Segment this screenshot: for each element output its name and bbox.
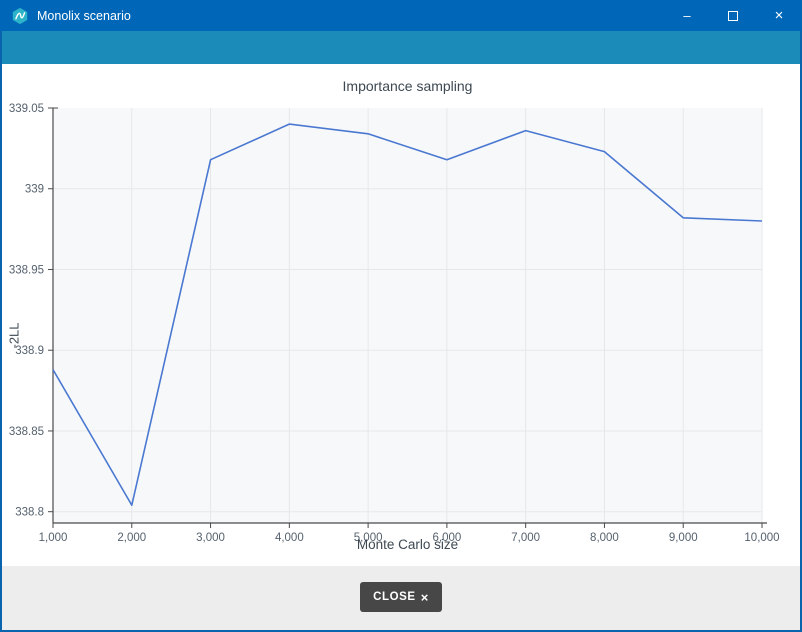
y-tick-label: 338.9 — [15, 345, 44, 357]
x-tick-label: 2,000 — [117, 532, 146, 544]
y-tick-label: 338.8 — [15, 507, 44, 519]
teal-banner — [0, 31, 802, 64]
titlebar: Monolix scenario – × — [0, 0, 802, 31]
chart-title: Importance sampling — [342, 78, 473, 94]
data-line-series — [52, 123, 763, 507]
x-tick-label: 5,000 — [354, 532, 383, 544]
y-tick-label: 338.85 — [9, 426, 44, 438]
minimize-button[interactable]: – — [664, 0, 710, 31]
line-chart[interactable]: 1,000 2,000 3,000 4,000 5,000 6,000 7,000 8,000… — [0, 64, 802, 566]
window-border-bottom — [0, 630, 802, 632]
close-x-icon: × — [420, 589, 429, 605]
x-tick-label: 3,000 — [196, 532, 225, 544]
x-tick-label: 9,000 — [669, 532, 698, 544]
x-tick-label: 7,000 — [511, 532, 540, 544]
window-border-left — [0, 31, 2, 632]
y-tick-label: 339 — [25, 184, 44, 196]
plot-area — [53, 108, 762, 523]
close-icon: × — [774, 7, 784, 24]
y-tick-label: 338.95 — [9, 264, 44, 276]
monolix-logo-icon — [12, 7, 28, 24]
x-tick-label: 8,000 — [590, 532, 619, 544]
y-tick-label: 339.05 — [9, 103, 44, 115]
footer-bar: CLOSE × — [0, 566, 802, 630]
window-border-right — [800, 31, 802, 632]
maximize-icon — [728, 10, 738, 21]
x-tick-label: 1,000 — [39, 532, 68, 544]
window-close-button[interactable]: × — [756, 0, 802, 31]
window-controls: – × — [664, 0, 802, 31]
minimize-icon: – — [683, 8, 691, 23]
close-button-label: CLOSE — [373, 591, 416, 603]
y-axis-label: -2LL — [6, 322, 22, 349]
chart-panel: 1,000 2,000 3,000 4,000 5,000 6,000 7,000 8,000… — [0, 64, 802, 566]
close-button[interactable]: CLOSE × — [360, 582, 442, 612]
x-tick-label: 6,000 — [432, 532, 461, 544]
window-title: Monolix scenario — [37, 8, 131, 23]
x-axis-label: Monte Carlo size — [356, 537, 459, 552]
x-tick-label: 10,000 — [744, 532, 779, 544]
maximize-button[interactable] — [710, 0, 756, 31]
x-tick-label: 4,000 — [275, 532, 304, 544]
